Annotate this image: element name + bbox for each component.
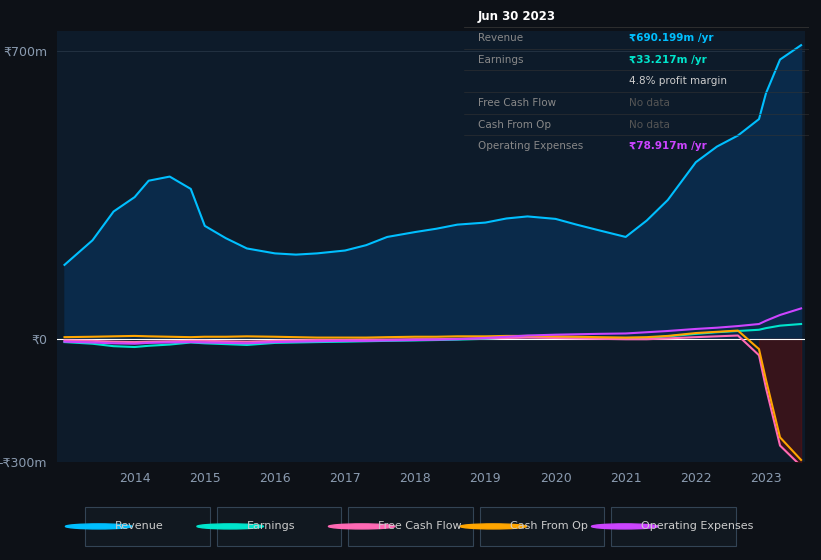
Circle shape [328,524,395,529]
Circle shape [460,524,526,529]
Text: No data: No data [630,120,670,130]
Text: ₹33.217m /yr: ₹33.217m /yr [630,55,707,65]
Text: Earnings: Earnings [246,521,295,531]
FancyBboxPatch shape [612,507,736,546]
Text: Cash From Op: Cash From Op [510,521,587,531]
Circle shape [197,524,264,529]
Text: 4.8% profit margin: 4.8% profit margin [630,77,727,86]
Text: No data: No data [630,98,670,108]
Circle shape [66,524,132,529]
Text: Operating Expenses: Operating Expenses [478,141,583,151]
FancyBboxPatch shape [217,507,341,546]
Text: Revenue: Revenue [478,33,523,43]
FancyBboxPatch shape [480,507,604,546]
Text: Jun 30 2023: Jun 30 2023 [478,10,556,23]
Circle shape [592,524,658,529]
Text: Operating Expenses: Operating Expenses [641,521,754,531]
Text: Free Cash Flow: Free Cash Flow [478,98,556,108]
Text: Cash From Op: Cash From Op [478,120,551,130]
Text: Earnings: Earnings [478,55,523,65]
FancyBboxPatch shape [348,507,473,546]
Text: ₹78.917m /yr: ₹78.917m /yr [630,141,707,151]
Text: ₹690.199m /yr: ₹690.199m /yr [630,33,714,43]
Text: Free Cash Flow: Free Cash Flow [378,521,461,531]
FancyBboxPatch shape [85,507,209,546]
Text: Revenue: Revenue [115,521,163,531]
